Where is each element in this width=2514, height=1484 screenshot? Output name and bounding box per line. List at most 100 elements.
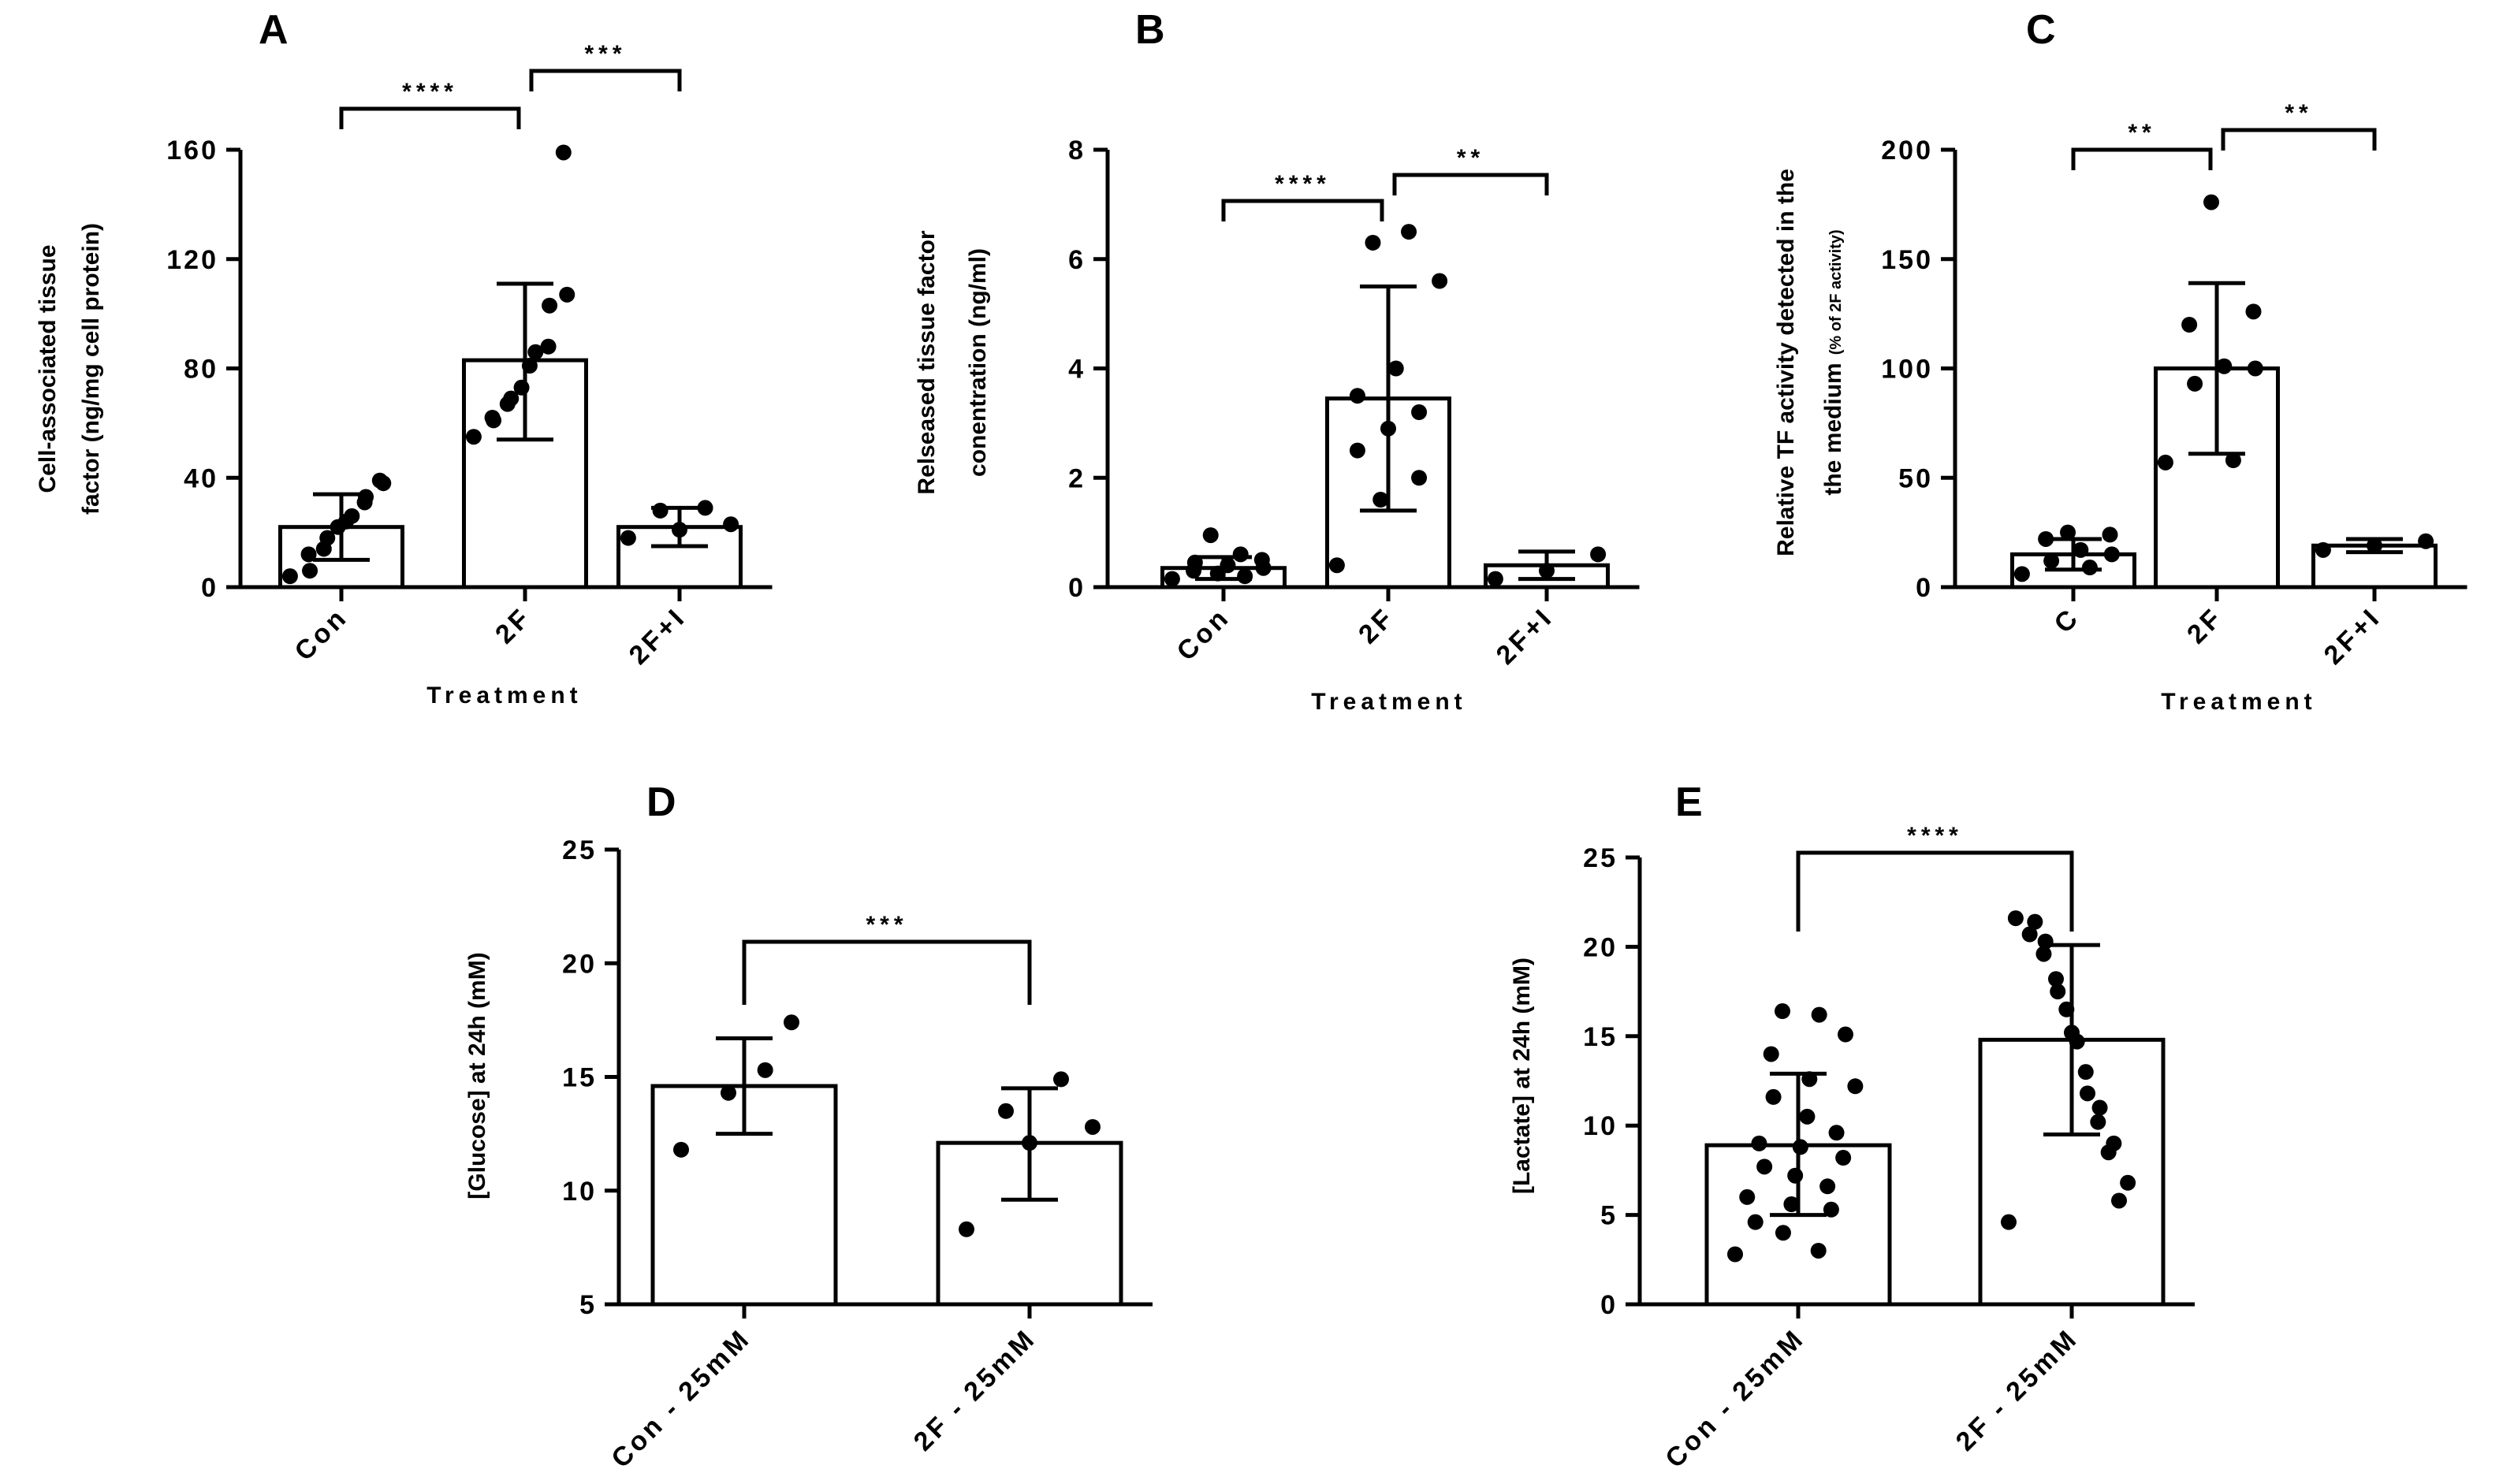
y-tick-label: 20 xyxy=(1583,932,1618,962)
x-category-label: Con - 25mM xyxy=(1659,1323,1810,1474)
y-axis-label-line: [Lactate] at 24h (mM) xyxy=(1509,958,1535,1194)
y-tick-label: 4 xyxy=(1068,355,1086,385)
data-point xyxy=(1799,1108,1816,1125)
x-category-label: 2F+I xyxy=(2318,602,2387,671)
y-tick-label: 6 xyxy=(1068,245,1086,275)
data-point xyxy=(1487,571,1503,587)
significance-bracket xyxy=(2071,147,2213,170)
data-point xyxy=(2247,360,2263,377)
data-point xyxy=(673,1141,689,1158)
significance-bracket xyxy=(1796,850,2074,932)
data-point xyxy=(1590,546,1607,563)
data-point xyxy=(1022,1135,1037,1151)
data-point xyxy=(302,563,318,579)
data-point xyxy=(1349,388,1365,404)
y-tick-label: 15 xyxy=(562,1063,597,1093)
y-tick-label: 10 xyxy=(562,1177,597,1207)
data-point xyxy=(1253,552,1270,568)
data-point xyxy=(2013,566,2030,582)
significance-bracket xyxy=(1392,173,1549,195)
data-point xyxy=(2418,533,2434,549)
y-axis-label-text: the medium xyxy=(1820,363,1846,495)
data-point xyxy=(1835,1150,1852,1166)
y-tick-label: 0 xyxy=(1068,573,1086,603)
panel-label: D xyxy=(646,779,676,825)
data-point xyxy=(2050,984,2066,1000)
y-axis-label-line: Relseased tissue factor xyxy=(914,230,940,494)
x-category-label: C xyxy=(2049,602,2086,639)
chart-panel-a: A 0 40 80 120 160 Cell-associated tissue factor… xyxy=(35,7,773,709)
data-point xyxy=(2048,971,2064,987)
y-tick-label: 5 xyxy=(1600,1201,1618,1231)
data-point xyxy=(1372,492,1389,508)
y-axis-label-text: [Glucose] at 24h (mM) xyxy=(464,952,490,1199)
data-point xyxy=(2315,541,2331,558)
data-point xyxy=(371,472,388,489)
y-tick-label: 0 xyxy=(201,573,218,603)
data-point xyxy=(559,286,575,303)
x-category-label: Con - 25mM xyxy=(605,1323,756,1474)
data-point xyxy=(1838,1026,1853,1043)
data-point xyxy=(358,489,374,505)
data-point xyxy=(540,338,557,355)
data-point xyxy=(2060,524,2076,541)
x-category-label: 2F - 25mM xyxy=(908,1323,1042,1457)
panel-label: C xyxy=(2026,7,2056,53)
data-point xyxy=(1202,527,1219,544)
data-point xyxy=(2187,375,2203,392)
x-category-label: Con xyxy=(289,602,354,667)
y-axis-label-text: [Lactate] at 24h (mM) xyxy=(1509,958,1535,1194)
data-point xyxy=(2073,541,2089,558)
x-category-label: 2F+I xyxy=(624,602,692,671)
significance-label: *** xyxy=(584,41,626,67)
significance-label: **** xyxy=(1275,171,1331,197)
data-point xyxy=(2077,1064,2094,1080)
y-tick-label: 100 xyxy=(1881,355,1933,385)
data-point xyxy=(503,390,520,407)
data-point xyxy=(2035,946,2052,962)
y-tick-label: 160 xyxy=(166,136,218,166)
data-point xyxy=(1847,1078,1864,1095)
y-tick-label: 120 xyxy=(166,245,218,275)
data-point xyxy=(521,358,538,374)
y-tick-label: 0 xyxy=(1600,1290,1618,1320)
data-point xyxy=(1783,1196,1800,1212)
data-point xyxy=(1739,1188,1756,1205)
data-point xyxy=(1775,1003,1790,1020)
data-point xyxy=(2111,1192,2127,1209)
data-point xyxy=(1053,1071,1069,1088)
y-tick-label: 2 xyxy=(1068,463,1086,493)
significance-bracket xyxy=(2221,128,2377,151)
x-category-label: 2F xyxy=(1353,602,1401,650)
data-point xyxy=(2081,560,2098,576)
data-point xyxy=(697,500,713,516)
data-point xyxy=(2058,1001,2075,1017)
data-point xyxy=(1819,1178,1836,1195)
y-tick-label: 8 xyxy=(1068,136,1086,166)
y-tick-label: 20 xyxy=(562,949,597,979)
data-point xyxy=(1411,470,1428,486)
y-tick-label: 25 xyxy=(562,835,597,865)
x-category-label: 2F xyxy=(490,602,538,650)
y-axis-label-suffix: (% of 2F activity) xyxy=(1827,229,1845,355)
data-point xyxy=(1432,273,1448,289)
data-point xyxy=(1164,571,1180,587)
data-point xyxy=(1085,1118,1101,1135)
chart-panel-b: B 0 2 4 6 8 Relseased tissue factor conentratio… xyxy=(914,7,1640,715)
data-point xyxy=(1349,442,1365,459)
panel-label: E xyxy=(1675,779,1703,825)
data-point xyxy=(2102,526,2118,543)
data-point xyxy=(2225,452,2241,469)
data-point xyxy=(2181,317,2198,333)
x-category-label: 2F - 25mM xyxy=(1950,1323,2084,1457)
chart-panel-d: D 5 10 15 20 25 [Glucose] at 24h (mM) Con - 25m… xyxy=(464,779,1153,1474)
data-point xyxy=(1237,568,1253,585)
y-axis-label-text: Relative TF activity detected in the xyxy=(1773,169,1799,556)
data-point xyxy=(1801,1071,1818,1088)
data-point xyxy=(1727,1246,1743,1263)
data-point xyxy=(1775,1225,1791,1241)
y-axis-label-line: Relative TF activity detected in the xyxy=(1773,169,1799,556)
significance-label: *** xyxy=(866,912,907,938)
y-axis-label-line: Cell-associated tissue xyxy=(35,244,61,493)
data-point xyxy=(344,508,360,524)
